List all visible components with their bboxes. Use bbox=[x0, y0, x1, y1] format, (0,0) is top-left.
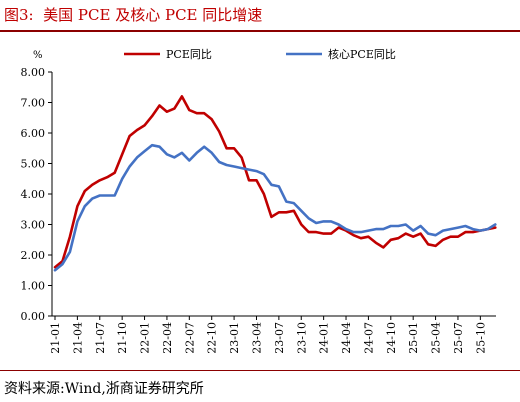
x-tick-label: 25-07 bbox=[452, 322, 465, 354]
x-tick-label: 23-04 bbox=[250, 322, 263, 354]
line-chart: % 0.00 1.00 2.00 3.00 4.00 5.00 6.00 7.00 8.00 21-… bbox=[21, 47, 497, 354]
x-tick-label: 24-01 bbox=[318, 322, 331, 354]
figure-label: 图3: bbox=[4, 6, 34, 24]
x-tick-label: 22-04 bbox=[161, 322, 174, 354]
figure-title-text: 美国 PCE 及核心 PCE 同比增速 bbox=[43, 6, 263, 24]
x-tick-label: 24-07 bbox=[362, 322, 375, 354]
y-tick-label: 3.00 bbox=[21, 219, 46, 232]
x-tick-label: 21-04 bbox=[71, 322, 84, 354]
x-tick-label: 23-10 bbox=[295, 322, 308, 354]
series-line-1 bbox=[53, 95, 497, 269]
y-tick-label: 7.00 bbox=[21, 97, 46, 110]
bottom-rule bbox=[0, 370, 520, 371]
x-tick-label: 21-07 bbox=[94, 322, 107, 354]
y-tick-label: 4.00 bbox=[21, 188, 46, 201]
x-tick-label: 22-07 bbox=[183, 322, 196, 354]
x-tick-label: 24-10 bbox=[385, 322, 398, 354]
y-tick-label: 1.00 bbox=[21, 280, 46, 293]
x-tick-label: 22-10 bbox=[206, 322, 219, 354]
x-tick-label: 21-01 bbox=[49, 322, 62, 354]
x-tick-label: 24-04 bbox=[340, 322, 353, 354]
y-tick-label: 2.00 bbox=[21, 249, 46, 262]
y-tick-label: 0.00 bbox=[21, 310, 46, 323]
y-tick-label: 8.00 bbox=[21, 66, 46, 79]
x-tick-label: 21-10 bbox=[116, 322, 129, 354]
x-tick-label: 23-07 bbox=[273, 322, 286, 354]
legend-label-2: 核心PCE同比 bbox=[328, 47, 396, 61]
y-tick-label: 6.00 bbox=[21, 127, 46, 140]
source-note: 资料来源:Wind,浙商证券研究所 bbox=[4, 381, 204, 397]
title-rule bbox=[0, 30, 520, 32]
x-tick-label: 23-01 bbox=[228, 322, 241, 354]
x-tick-label: 22-01 bbox=[139, 322, 152, 354]
x-tick-label: 25-10 bbox=[474, 322, 487, 354]
y-axis-unit-label: % bbox=[33, 50, 43, 61]
y-tick-label: 5.00 bbox=[21, 158, 46, 171]
x-tick-label: 25-01 bbox=[407, 322, 420, 354]
x-tick-label: 25-04 bbox=[430, 322, 443, 354]
legend-label-1: PCE同比 bbox=[166, 48, 212, 61]
series-line-2 bbox=[53, 143, 497, 272]
figure-title: 图3: 美国 PCE 及核心 PCE 同比增速 bbox=[4, 4, 262, 25]
